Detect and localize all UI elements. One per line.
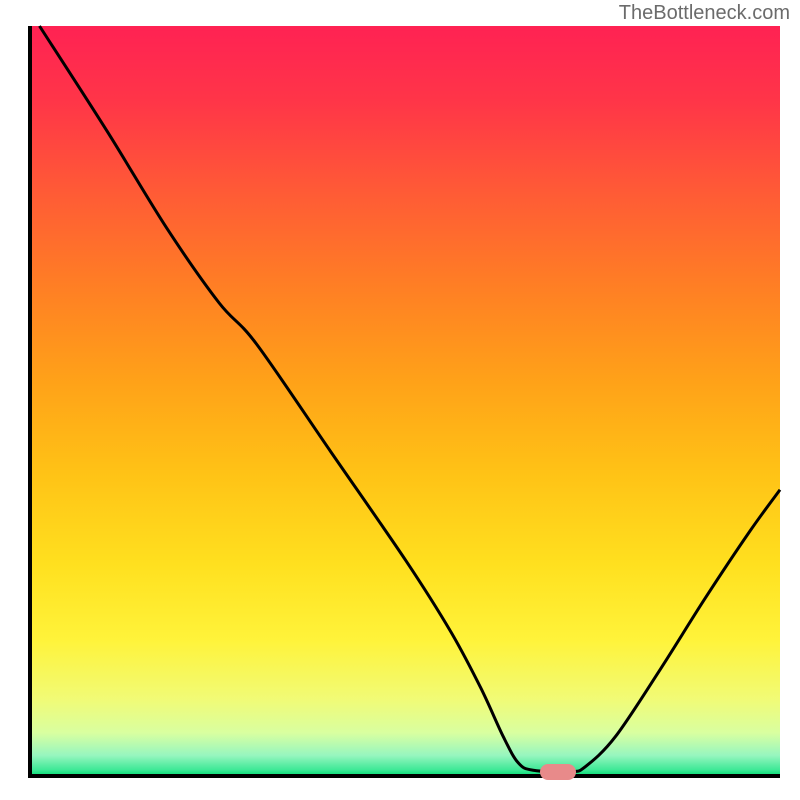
optimum-marker bbox=[540, 764, 576, 780]
watermark-text: TheBottleneck.com bbox=[619, 2, 790, 25]
chart-inner bbox=[32, 26, 780, 774]
bottleneck-curve bbox=[32, 26, 780, 774]
chart-frame bbox=[28, 26, 780, 778]
